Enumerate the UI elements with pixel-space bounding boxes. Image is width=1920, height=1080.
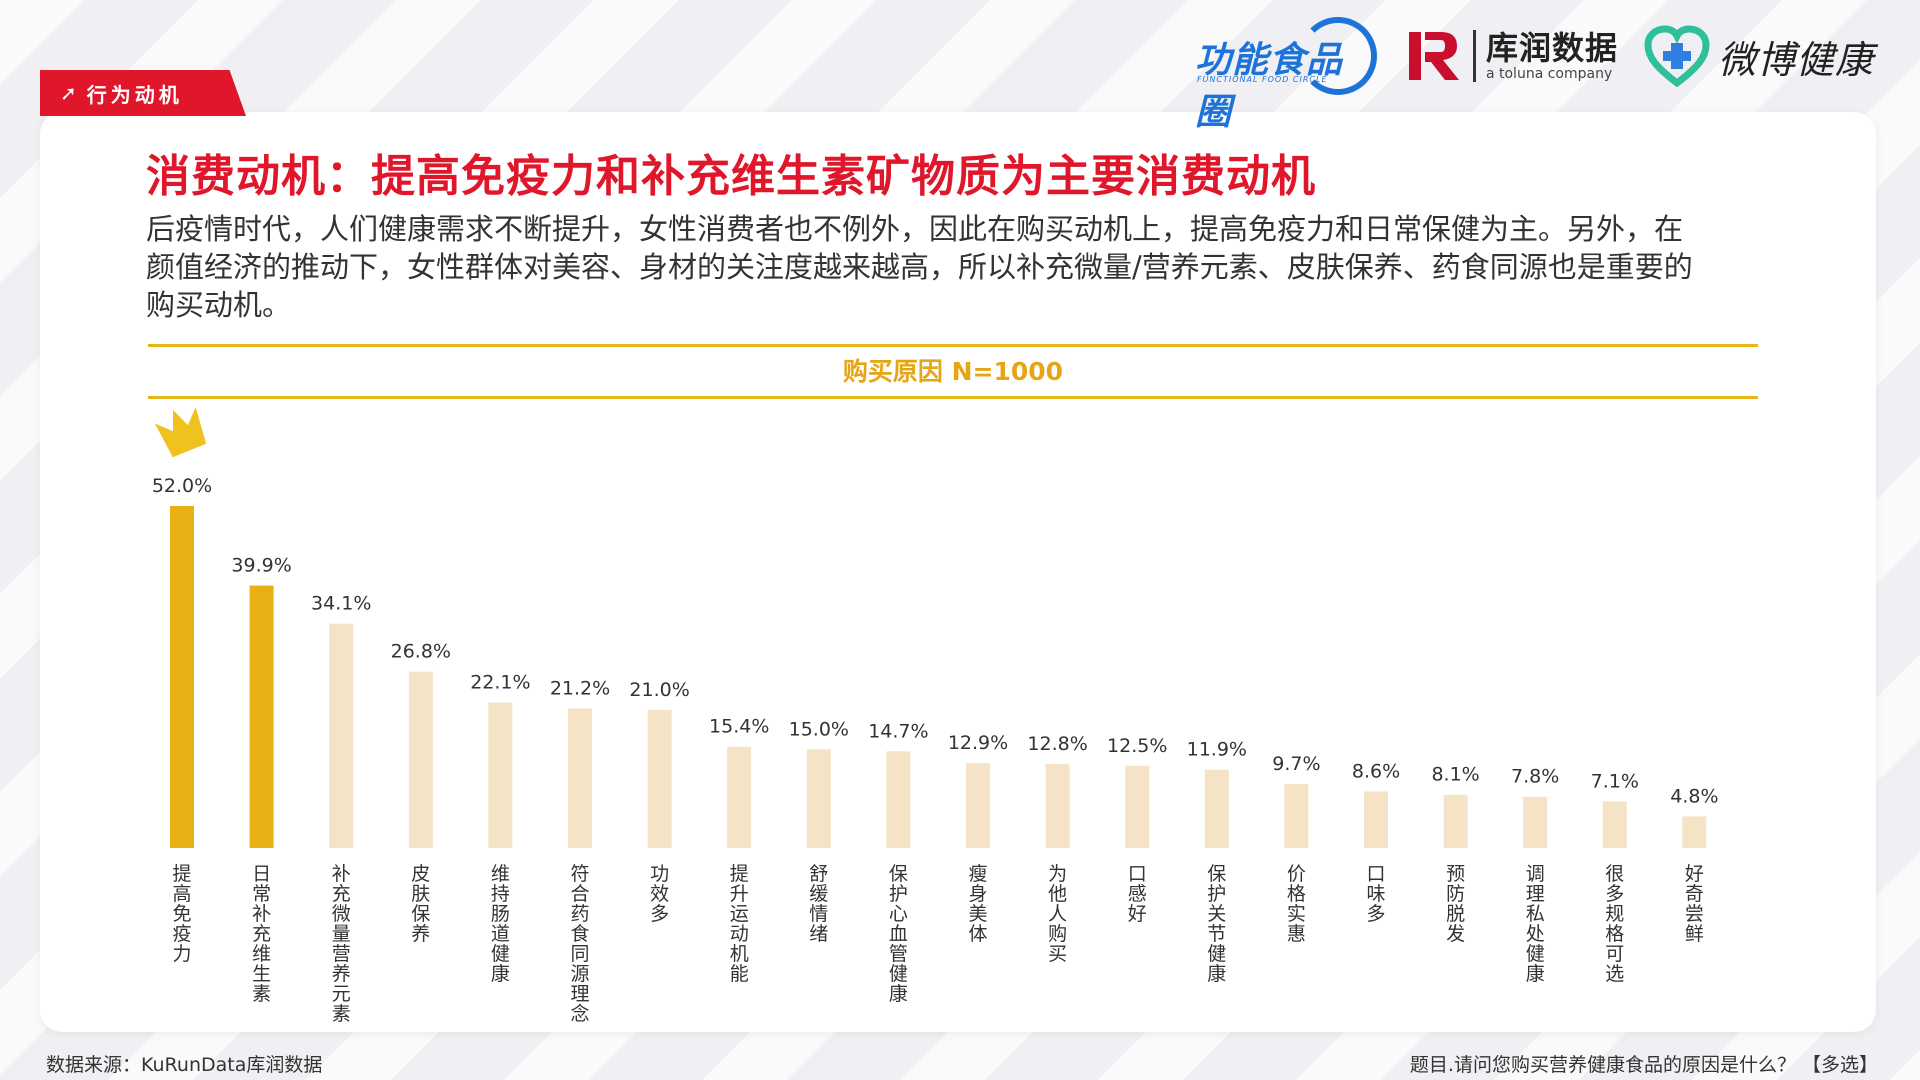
arrow-up-right-icon: ➚ — [60, 81, 77, 105]
weibo-health-name: 微博健康 — [1717, 37, 1874, 82]
content-card — [40, 112, 1876, 1032]
survey-question: 题目.请问您购买营养健康食品的原因是什么？ 【多选】 — [1409, 1054, 1878, 1076]
chart-header-rule-top — [148, 344, 1758, 347]
partner-logos: 功能食品圈 FUNCTIONAL FOOD CIRCLE 库润数据 a tolu… — [1191, 16, 1874, 133]
logo-ring-icon — [1298, 17, 1377, 95]
page-description: 后疫情时代，人们健康需求不断提升，女性消费者也不例外，因此在购买动机上，提高免疫… — [146, 212, 1693, 322]
data-source: 数据来源：KuRunData库润数据 — [46, 1054, 323, 1076]
section-tag-label: 行为动机 — [86, 82, 183, 107]
weibo-health-logo: 微博健康 — [1644, 25, 1874, 87]
kurun-logo: 库润数据 a toluna company — [1403, 26, 1618, 86]
section-tag: ➚ 行为动机 — [40, 70, 246, 116]
page-title: 消费动机：提高免疫力和补充维生素矿物质为主要消费动机 — [146, 151, 1316, 202]
functional-food-logo: 功能食品圈 FUNCTIONAL FOOD CIRCLE — [1191, 17, 1377, 133]
heart-plus-icon — [1644, 25, 1710, 87]
kurun-name: 库润数据 — [1485, 29, 1618, 67]
kurun-sub: a toluna company — [1485, 66, 1613, 82]
kurun-mark-icon — [1408, 32, 1459, 80]
chart-header-rule-bottom — [148, 396, 1758, 399]
chart-title: 购买原因 N=1000 — [842, 357, 1064, 386]
